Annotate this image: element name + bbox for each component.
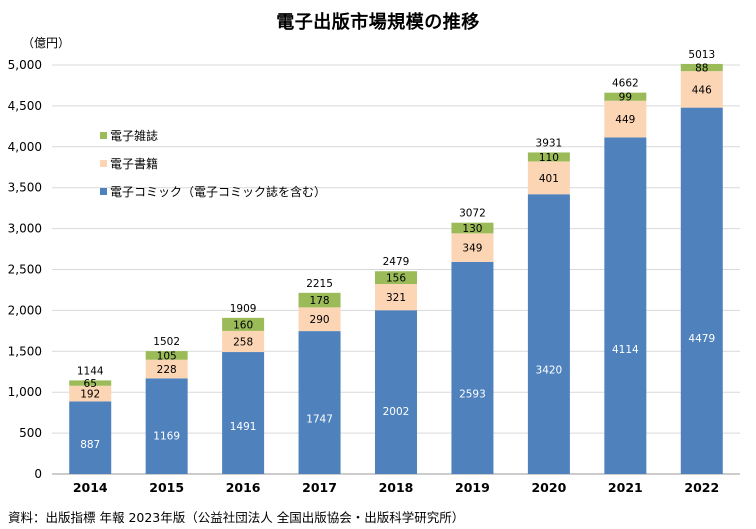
data-label: 1491: [230, 421, 257, 433]
x-tick-label: 2017: [302, 480, 337, 495]
x-tick-label: 2018: [379, 480, 414, 495]
data-label: 228: [157, 364, 177, 376]
bar-segment: [375, 271, 417, 284]
data-label: 156: [386, 273, 406, 285]
data-label: 2002: [383, 406, 410, 418]
total-label: 1909: [230, 303, 257, 315]
data-label: 258: [233, 336, 253, 348]
y-tick-label: 4,000: [8, 140, 42, 154]
total-label: 1502: [153, 336, 180, 348]
data-label: 1169: [153, 431, 180, 443]
data-label: 105: [157, 350, 177, 362]
y-tick-label: 500: [19, 426, 42, 440]
bar-segment: [604, 92, 647, 101]
y-tick-label: 3,500: [8, 181, 42, 195]
total-label: 3931: [536, 137, 563, 149]
data-label: 401: [539, 173, 559, 185]
bar-segment: [145, 359, 188, 379]
data-label: 3420: [536, 364, 563, 376]
bar-segment: [604, 137, 647, 474]
bar-segment: [298, 331, 341, 474]
bar-segment: [527, 194, 570, 474]
bar-segment: [451, 261, 494, 474]
data-label: 2593: [459, 389, 486, 401]
bar-segment: [69, 401, 112, 474]
x-tick-label: 2014: [73, 480, 108, 495]
data-label: 192: [80, 389, 100, 401]
bar-segment: [222, 330, 265, 353]
y-tick-label: 0: [34, 467, 42, 481]
y-tick-label: 1,500: [8, 344, 42, 358]
legend-label: 電子書籍: [110, 156, 158, 171]
source-note: 資料：出版指標 年報 2023年版（公益社団法人 全国出版協会・出版科学研究所）: [8, 510, 465, 525]
legend-label: 電子雑誌: [110, 128, 158, 143]
bar-segment: [375, 283, 417, 311]
chart-title: 電子出版市場規模の推移: [276, 12, 480, 33]
bar-segment: [222, 317, 265, 331]
data-label: 88: [695, 63, 708, 75]
y-axis-unit: （億円）: [22, 36, 71, 50]
data-label: 1747: [306, 414, 333, 426]
x-tick-label: 2016: [226, 480, 261, 495]
legend-swatch: [100, 132, 107, 139]
bar-segment: [69, 385, 112, 402]
bar-segment: [375, 310, 417, 474]
bar-segment: [222, 352, 265, 474]
bar-segment: [527, 152, 570, 162]
bar-segment: [527, 161, 570, 195]
legend-swatch: [100, 188, 107, 195]
bar-segment: [298, 307, 341, 332]
y-tick-label: 5,000: [8, 58, 42, 72]
total-label: 4662: [612, 78, 639, 90]
data-label: 65: [84, 378, 97, 390]
data-label: 160: [233, 319, 253, 331]
x-tick-label: 2020: [531, 480, 566, 495]
x-tick-label: 2015: [149, 480, 184, 495]
x-tick-label: 2019: [455, 480, 490, 495]
data-label: 349: [462, 243, 482, 255]
y-tick-label: 2,500: [8, 263, 42, 277]
bar-segment: [69, 380, 112, 386]
total-label: 1144: [77, 365, 104, 377]
data-label: 4114: [612, 344, 639, 356]
total-label: 2215: [306, 278, 333, 290]
y-tick-label: 2,000: [8, 303, 42, 317]
data-label: 110: [539, 152, 559, 164]
bar-segment: [298, 292, 341, 308]
total-label: 5013: [688, 49, 715, 61]
data-label: 446: [692, 84, 712, 96]
bar-segment: [680, 63, 723, 72]
total-label: 2479: [383, 256, 410, 268]
data-label: 4479: [688, 333, 715, 345]
legend-label: 電子コミック（電子コミック誌を含む）: [110, 184, 326, 199]
data-label: 290: [310, 314, 330, 326]
y-tick-label: 1,000: [8, 385, 42, 399]
bar-segment: [451, 222, 494, 234]
data-label: 321: [386, 292, 406, 304]
bar-segment: [145, 378, 188, 474]
data-label: 178: [310, 295, 330, 307]
bar-segment: [680, 71, 723, 108]
total-label: 3072: [459, 208, 486, 220]
bar-segment: [145, 351, 188, 360]
data-label: 130: [462, 223, 482, 235]
bar-segment: [680, 107, 723, 474]
x-tick-label: 2021: [608, 480, 643, 495]
data-label: 887: [80, 439, 100, 451]
data-label: 449: [615, 114, 635, 126]
data-label: 99: [619, 92, 632, 104]
bar-segment: [451, 233, 494, 262]
legend-swatch: [100, 160, 107, 167]
bar-segment: [604, 100, 647, 138]
y-tick-label: 3,000: [8, 222, 42, 236]
y-tick-label: 4,500: [8, 99, 42, 113]
x-tick-label: 2022: [684, 480, 719, 495]
